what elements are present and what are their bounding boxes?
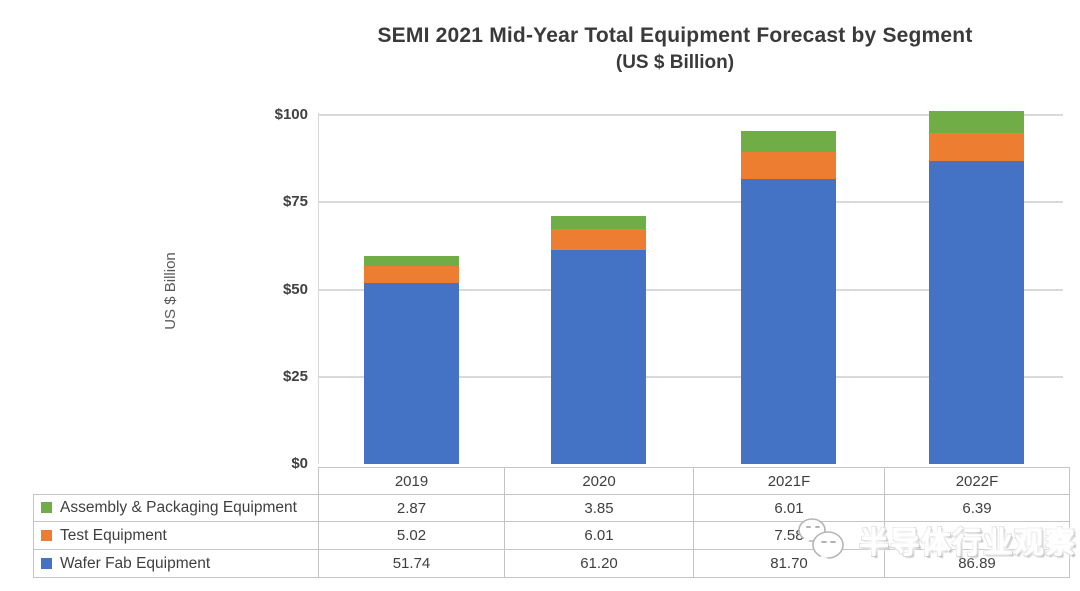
gridline-100 — [318, 114, 1063, 116]
bar-segment-2019-wafer-fab-equipment — [363, 283, 459, 464]
chart-subtitle: (US $ Billion) — [615, 52, 735, 73]
legend-item-test-equipment: Test Equipment — [33, 521, 319, 550]
table-cell: 3.85 — [504, 494, 694, 522]
y-tick-label: $25 — [282, 367, 308, 385]
bar-segment-2022F-test-equipment — [929, 133, 1024, 161]
bar-segment-2022F-wafer-fab-equipment — [929, 160, 1024, 464]
table-row: Wafer Fab Equipment 51.74 61.20 81.70 86… — [33, 549, 1070, 578]
legend-item-wafer-fab: Wafer Fab Equipment — [33, 549, 319, 578]
bar-segment-2019-assembly-packaging-equipment — [363, 255, 459, 266]
table-cell: 81.70 — [693, 549, 885, 578]
legend-label: Wafer Fab Equipment — [60, 554, 211, 572]
column-header-2019: 2019 — [318, 467, 505, 495]
gridline-50 — [318, 288, 1063, 291]
table-row: Assembly & Packaging Equipment 2.87 3.85… — [33, 494, 1070, 522]
bar-segment-2020-test-equipment — [551, 229, 646, 251]
gridline-25 — [318, 375, 1063, 378]
table-cell: 51.74 — [318, 549, 505, 578]
table-cell: 5.02 — [318, 521, 505, 550]
legend-label: Assembly & Packaging Equipment — [60, 499, 297, 516]
wechat-logo-icon — [798, 518, 844, 563]
y-axis-title: US $ Billion — [162, 252, 179, 330]
bar-segment-2019-test-equipment — [363, 265, 459, 284]
y-tick-label: $100 — [274, 106, 308, 123]
bar-segment-2021F-assembly-packaging-equipment — [741, 131, 836, 153]
y-tick-label: $50 — [282, 280, 308, 298]
bar-segment-2020-wafer-fab-equipment — [551, 250, 646, 464]
legend-swatch-orange-icon — [41, 529, 52, 541]
bar-segment-2020-assembly-packaging-equipment — [551, 216, 646, 230]
column-header-2021f: 2021F — [693, 467, 885, 495]
legend-label: Test Equipment — [60, 526, 167, 544]
chart-title: SEMI 2021 Mid-Year Total Equipment Forec… — [377, 24, 973, 47]
plot-area — [318, 100, 1063, 464]
data-table: 2019 2020 2021F 2022F Assembly & Packagi… — [33, 467, 1070, 578]
table-cell: 2.87 — [318, 494, 505, 522]
title-block: SEMI 2021 Mid-Year Total Equipment Forec… — [295, 24, 1055, 74]
table-corner-cell — [34, 468, 319, 495]
table-cell: 86.89 — [884, 549, 1070, 578]
table-header-row: 2019 2020 2021F 2022F — [34, 467, 1070, 495]
y-tick-label: $75 — [282, 193, 308, 211]
column-header-2022f: 2022F — [884, 467, 1070, 495]
table-cell: 6.39 — [884, 494, 1070, 522]
column-header-2020: 2020 — [504, 467, 694, 495]
bar-segment-2021F-test-equipment — [741, 152, 836, 179]
table-cell: 61.20 — [504, 549, 694, 578]
gridline-75 — [318, 201, 1063, 204]
legend-swatch-green-icon — [41, 502, 52, 513]
bar-segment-2021F-wafer-fab-equipment — [741, 178, 836, 464]
table-cell: 6.01 — [504, 521, 694, 550]
legend-item-assembly-packaging: Assembly & Packaging Equipment — [33, 494, 319, 522]
watermark-text: 半导体行业观察 — [859, 527, 1076, 560]
watermark: 半导体行业观察 — [795, 512, 1080, 568]
y-tick-label: $0 — [291, 455, 308, 472]
table-row: Test Equipment 5.02 6.01 7.58 — [33, 521, 1070, 550]
legend-swatch-blue-icon — [41, 557, 52, 569]
bar-segment-2022F-assembly-packaging-equipment — [929, 110, 1024, 134]
